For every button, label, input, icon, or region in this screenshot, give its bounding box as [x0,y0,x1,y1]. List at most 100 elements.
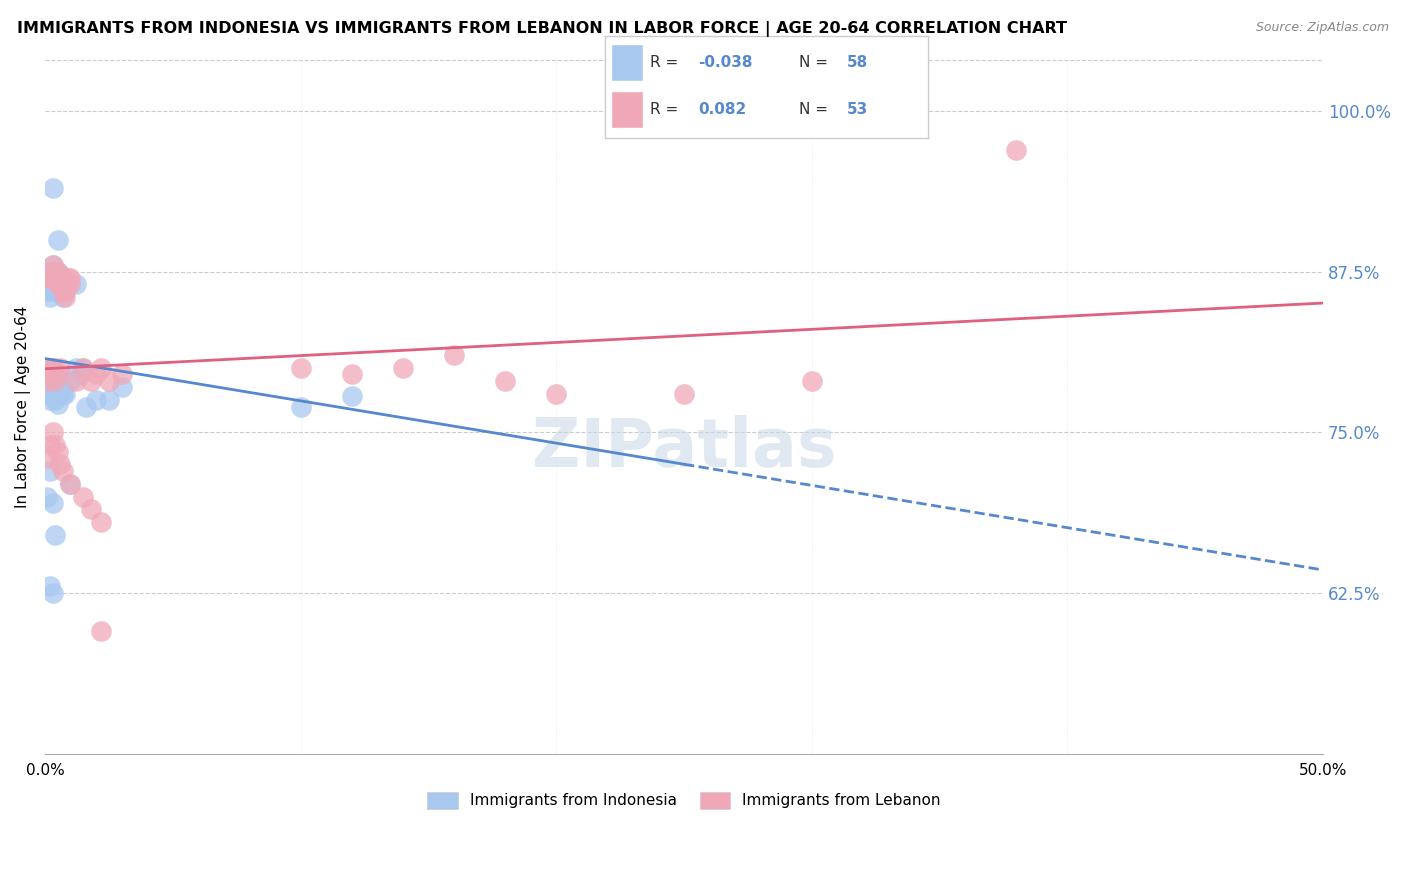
Point [49,271,72,285]
Point [46,265,69,279]
Point [37,271,59,285]
Point [41,181,63,195]
Point [44,271,66,285]
Point [290,361,312,376]
Point [65,374,87,388]
Point [72,490,94,504]
Point [80,374,103,388]
Point [46,277,69,292]
Point [53,284,76,298]
Point [44,284,66,298]
Point [49,277,72,292]
Point [84,393,107,408]
Point [37,374,59,388]
Point [52,386,75,401]
Point [41,271,63,285]
Point [41,258,63,272]
Point [44,368,66,382]
Point [39,386,62,401]
Point [37,386,59,401]
FancyBboxPatch shape [612,44,644,81]
Text: 53: 53 [846,102,869,117]
Point [46,265,69,279]
Point [672,386,695,401]
Point [44,528,66,542]
Point [56,277,79,292]
Point [52,271,75,285]
Point [39,374,62,388]
Point [49,374,72,388]
FancyBboxPatch shape [612,91,644,128]
Point [52,464,75,478]
Point [546,386,568,401]
Point [49,271,72,285]
Point [90,361,112,376]
Point [340,368,363,382]
Point [39,265,62,279]
Point [44,374,66,388]
Point [110,368,132,382]
Point [39,438,62,452]
Point [52,284,75,298]
Point [41,496,63,510]
Text: IMMIGRANTS FROM INDONESIA VS IMMIGRANTS FROM LEBANON IN LABOR FORCE | AGE 20-64 : IMMIGRANTS FROM INDONESIA VS IMMIGRANTS … [17,21,1067,37]
Y-axis label: In Labor Force | Age 20-64: In Labor Force | Age 20-64 [15,305,31,508]
Point [37,271,59,285]
Point [44,265,66,279]
Point [49,386,72,401]
Point [1005,143,1028,157]
Point [69,368,91,382]
Point [72,361,94,376]
Point [52,380,75,394]
Point [41,586,63,600]
Point [39,271,62,285]
Point [97,374,120,388]
Point [65,361,87,376]
Point [46,277,69,292]
Point [46,233,69,247]
Point [290,400,312,414]
Point [39,361,62,376]
Point [37,374,59,388]
Point [53,386,76,401]
Point [41,368,63,382]
Point [41,374,63,388]
Point [41,425,63,440]
Point [41,361,63,376]
Point [44,389,66,403]
Point [65,277,87,292]
Point [39,579,62,593]
Point [44,438,66,452]
Point [41,386,63,401]
Point [44,271,66,285]
Point [41,380,63,394]
Point [75,400,97,414]
Text: -0.038: -0.038 [699,54,752,70]
Point [41,258,63,272]
Point [37,284,59,298]
Point [41,265,63,279]
Point [53,284,76,298]
Point [59,271,82,285]
Point [59,374,82,388]
Text: N =: N = [799,54,832,70]
Text: 0.082: 0.082 [699,102,747,117]
Point [46,444,69,458]
Text: R =: R = [650,102,683,117]
Point [37,450,59,465]
Legend: Immigrants from Indonesia, Immigrants from Lebanon: Immigrants from Indonesia, Immigrants fr… [420,785,948,815]
Point [37,490,59,504]
Point [59,277,82,292]
Point [90,515,112,529]
Point [391,361,413,376]
Point [494,374,516,388]
Point [46,380,69,394]
Point [39,277,62,292]
Point [800,374,823,388]
Point [56,271,79,285]
Point [41,265,63,279]
Point [80,502,103,516]
Point [44,271,66,285]
Point [44,393,66,408]
Point [340,389,363,403]
